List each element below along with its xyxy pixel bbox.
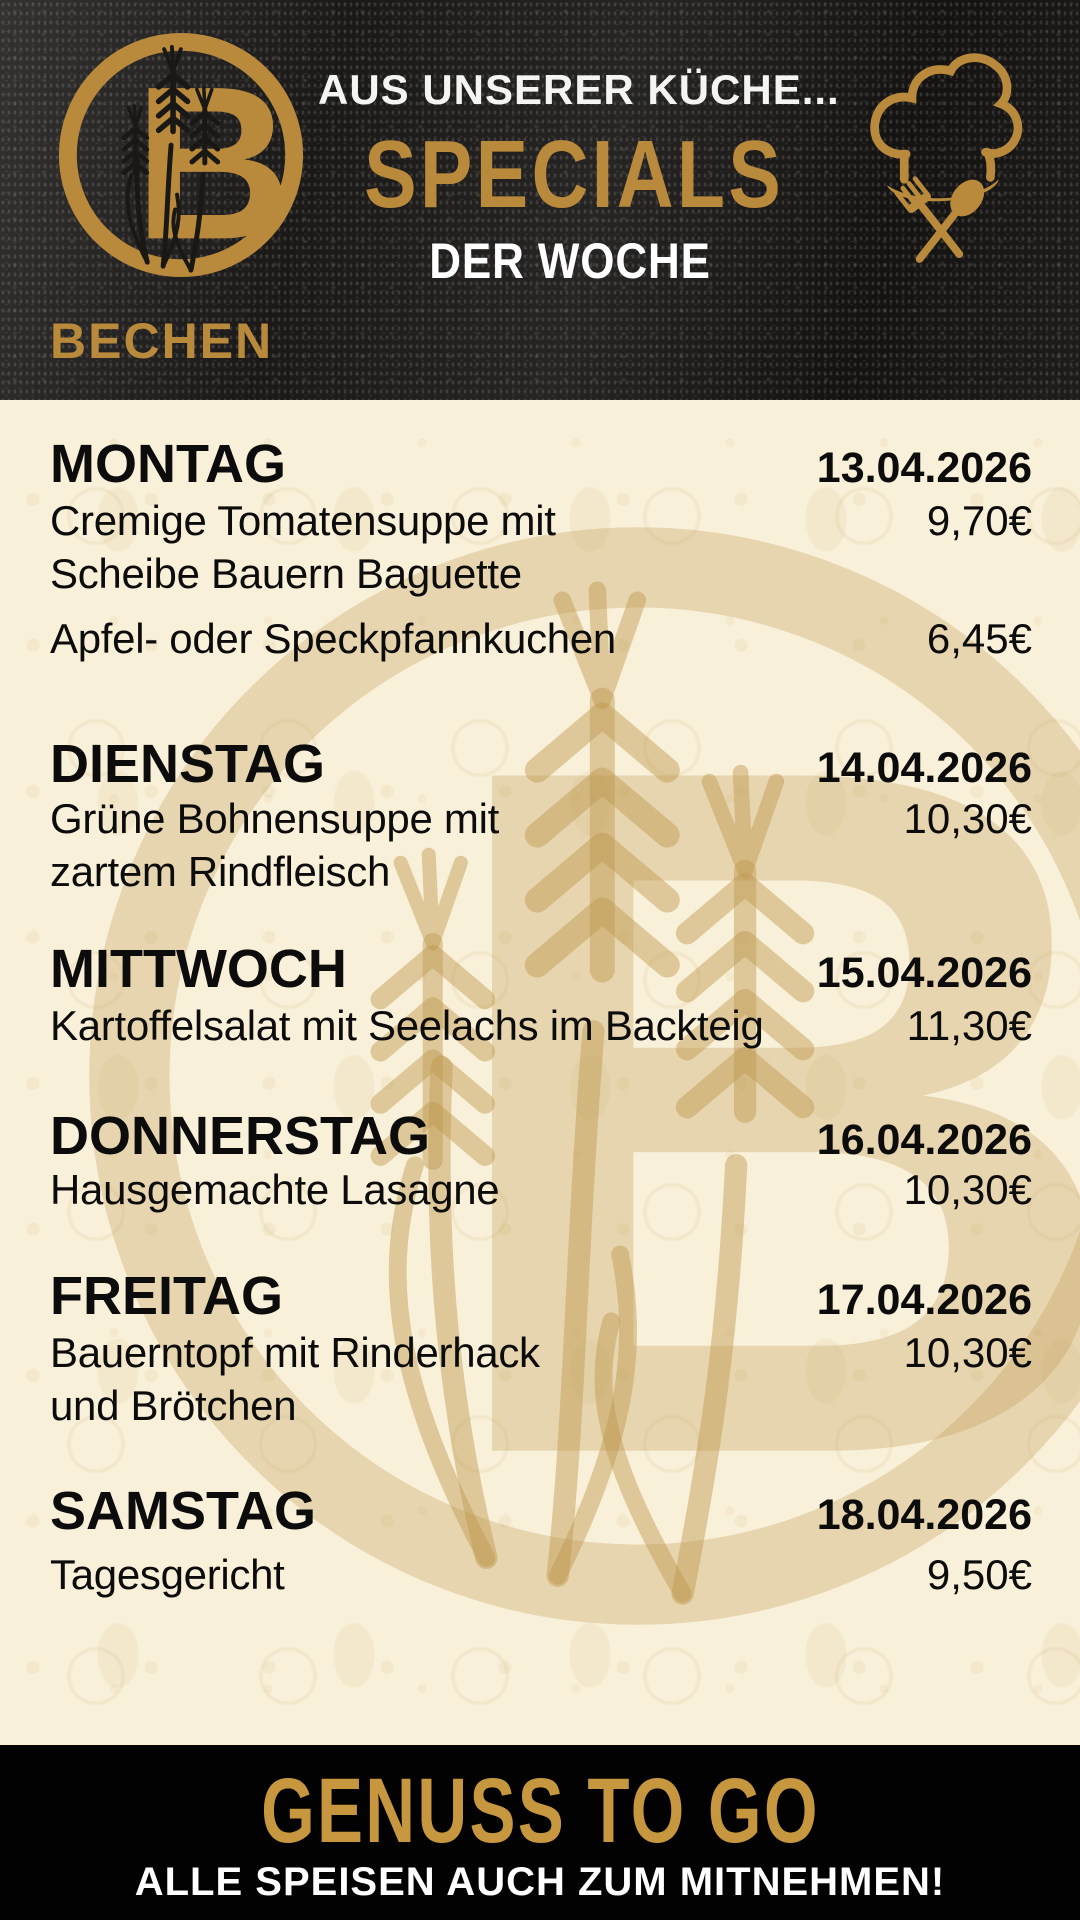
- menu-item-row: Tagesgericht 9,50€: [50, 1548, 1032, 1601]
- day-row-dienstag: DIENSTAG 14.04.2026: [50, 737, 1032, 791]
- day-row-montag: MONTAG 13.04.2026: [50, 437, 1032, 491]
- menu-item-row: Bauerntopf mit Rinderhack und Brötchen 1…: [50, 1326, 1032, 1432]
- dish-line: Bauerntopf mit Rinderhack: [50, 1329, 540, 1376]
- dish-name: Bauerntopf mit Rinderhack und Brötchen: [50, 1326, 540, 1432]
- menu-item-row: Grüne Bohnensuppe mit zartem Rindfleisch…: [50, 792, 1032, 898]
- dish-name: Cremige Tomatensuppe mit Scheibe Bauern …: [50, 494, 556, 600]
- day-row-freitag: FREITAG 17.04.2026: [50, 1269, 1032, 1323]
- day-row-donnerstag: DONNERSTAG 16.04.2026: [50, 1109, 1032, 1163]
- dish-price: 10,30€: [903, 1329, 1032, 1376]
- day-name: FREITAG: [50, 1266, 283, 1326]
- day-date: 16.04.2026: [816, 1116, 1032, 1164]
- menu-item-row: Hausgemachte Lasagne 10,30€: [50, 1163, 1032, 1216]
- dish-price: 9,70€: [926, 497, 1032, 544]
- page-title: SPECIALS: [364, 121, 785, 228]
- day-date: 17.04.2026: [816, 1276, 1032, 1324]
- day-name: DONNERSTAG: [50, 1106, 431, 1166]
- day-date: 14.04.2026: [816, 744, 1032, 792]
- header-text: AUS UNSERER KÜCHE... SPECIALS DER WOCHE: [318, 66, 840, 290]
- dish-line: und Brötchen: [50, 1382, 297, 1429]
- day-row-mittwoch: MITTWOCH 15.04.2026: [50, 942, 1032, 996]
- dish-price: 10,30€: [903, 795, 1032, 842]
- day-name: MONTAG: [50, 434, 286, 494]
- dish-price: 6,45€: [926, 615, 1032, 662]
- dish-line: Apfel- oder Speckpfannkuchen: [50, 615, 616, 662]
- menu-item-row: Kartoffelsalat mit Seelachs im Backteig …: [50, 999, 1032, 1052]
- footer-headline: GENUSS TO GO: [260, 1760, 820, 1862]
- dish-line: Hausgemachte Lasagne: [50, 1166, 500, 1213]
- dish-price: 9,50€: [926, 1551, 1032, 1598]
- day-row-samstag: SAMSTAG 18.04.2026: [50, 1484, 1032, 1538]
- dish-name: Grüne Bohnensuppe mit zartem Rindfleisch: [50, 792, 499, 898]
- day-name: DIENSTAG: [50, 734, 326, 794]
- dish-line: zartem Rindfleisch: [50, 848, 391, 895]
- dish-line: Cremige Tomatensuppe mit: [50, 497, 556, 544]
- main-panel: [0, 400, 1080, 1745]
- crossed-fork-spoon-icon: [894, 176, 985, 263]
- menu-item-row: Cremige Tomatensuppe mit Scheibe Bauern …: [50, 494, 1032, 600]
- wheat-b-logo-icon: [52, 26, 310, 284]
- page-subtitle: DER WOCHE: [429, 233, 711, 289]
- dish-name: Apfel- oder Speckpfannkuchen: [50, 612, 616, 665]
- dish-name: Tagesgericht: [50, 1548, 285, 1601]
- day-name: MITTWOCH: [50, 939, 347, 999]
- dish-line: Grüne Bohnensuppe mit: [50, 795, 499, 842]
- day-date: 18.04.2026: [816, 1491, 1032, 1539]
- dish-line: Scheibe Bauern Baguette: [50, 550, 522, 597]
- dish-name: Kartoffelsalat mit Seelachs im Backteig: [50, 999, 764, 1052]
- menu-item-row: Apfel- oder Speckpfannkuchen 6,45€: [50, 612, 1032, 665]
- dish-line: Kartoffelsalat mit Seelachs im Backteig: [50, 1002, 764, 1049]
- chef-hat-icon: [870, 53, 1023, 263]
- day-date: 15.04.2026: [816, 949, 1032, 997]
- dish-line: Tagesgericht: [50, 1551, 285, 1598]
- footer-subline: ALLE SPEISEN AUCH ZUM MITNEHMEN!: [134, 1860, 946, 1904]
- dish-price: 10,30€: [903, 1166, 1032, 1213]
- day-date: 13.04.2026: [816, 444, 1032, 492]
- header-kicker: AUS UNSERER KÜCHE...: [318, 66, 840, 113]
- day-name: SAMSTAG: [50, 1481, 316, 1541]
- dish-name: Hausgemachte Lasagne: [50, 1163, 500, 1216]
- dish-price: 11,30€: [906, 1002, 1032, 1049]
- footer-band: GENUSS TO GO ALLE SPEISEN AUCH ZUM MITNE…: [0, 1745, 1080, 1920]
- brand-name: BECHEN: [50, 313, 274, 369]
